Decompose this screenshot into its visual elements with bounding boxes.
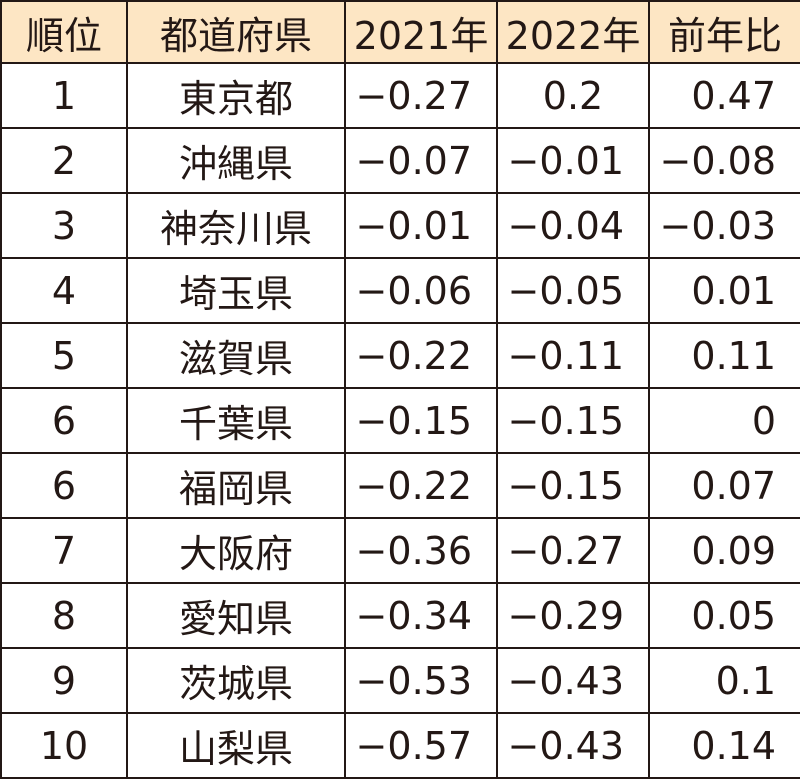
table-row: 3 神奈川県 −0.01 −0.04 −0.03 (0, 192, 800, 259)
cell-rank: 1 (0, 62, 128, 129)
cell-prefecture: 沖縄県 (126, 127, 346, 194)
cell-change: 0.11 (648, 322, 800, 389)
cell-prefecture: 千葉県 (126, 387, 346, 454)
header-2021: 2021年 (344, 0, 498, 64)
cell-2022: 0.2 (496, 62, 650, 129)
table-row: 1 東京都 −0.27 0.2 0.47 (0, 62, 800, 129)
prefecture-name: 山梨県 (178, 727, 293, 771)
cell-2021: −0.57 (344, 712, 498, 779)
cell-2021: −0.22 (344, 322, 498, 389)
cell-change: −0.03 (648, 192, 800, 259)
cell-rank: 2 (0, 127, 128, 194)
cell-prefecture: 東京都 (126, 62, 346, 129)
cell-2021: −0.06 (344, 257, 498, 324)
table-body: 1 東京都 −0.27 0.2 0.47 2 沖縄県 −0.07 −0.01 −0.08 3 神奈川県… (0, 62, 800, 779)
cell-prefecture: 福岡県 (126, 452, 346, 519)
cell-prefecture: 愛知県 (126, 582, 346, 649)
cell-rank: 4 (0, 257, 128, 324)
table-header: 順位 都道府県 2021年 2022年 前年比 (0, 0, 800, 64)
cell-change: −0.08 (648, 127, 800, 194)
cell-2022: −0.15 (496, 452, 650, 519)
table-row: 9 茨城県 −0.53 −0.43 0.1 (0, 647, 800, 714)
prefecture-name: 東京都 (178, 77, 293, 121)
table-row: 6 福岡県 −0.22 −0.15 0.07 (0, 452, 800, 519)
cell-rank: 7 (0, 517, 128, 584)
cell-prefecture: 山梨県 (126, 712, 346, 779)
cell-change: 0.14 (648, 712, 800, 779)
table-row: 2 沖縄県 −0.07 −0.01 −0.08 (0, 127, 800, 194)
cell-rank: 8 (0, 582, 128, 649)
prefecture-name: 大阪府 (178, 532, 293, 576)
prefecture-name: 埼玉県 (178, 272, 293, 316)
cell-2022: −0.05 (496, 257, 650, 324)
table-row: 5 滋賀県 −0.22 −0.11 0.11 (0, 322, 800, 389)
header-change: 前年比 (648, 0, 800, 64)
cell-rank: 3 (0, 192, 128, 259)
cell-change: 0.09 (648, 517, 800, 584)
cell-2021: −0.22 (344, 452, 498, 519)
prefecture-name: 神奈川県 (159, 207, 312, 251)
prefecture-name-highlighted: 沖縄県 (175, 133, 297, 188)
cell-change: 0.1 (648, 647, 800, 714)
header-2022: 2022年 (496, 0, 650, 64)
cell-prefecture: 滋賀県 (126, 322, 346, 389)
cell-rank: 5 (0, 322, 128, 389)
cell-2021: −0.15 (344, 387, 498, 454)
cell-2021: −0.01 (344, 192, 498, 259)
cell-2022: −0.01 (496, 127, 650, 194)
cell-change: 0.05 (648, 582, 800, 649)
cell-2022: −0.43 (496, 647, 650, 714)
cell-prefecture: 神奈川県 (126, 192, 346, 259)
header-rank: 順位 (0, 0, 128, 64)
cell-change: 0.01 (648, 257, 800, 324)
header-prefecture: 都道府県 (126, 0, 346, 64)
prefecture-name: 滋賀県 (178, 337, 293, 381)
prefecture-name: 茨城県 (178, 662, 293, 706)
cell-rank: 9 (0, 647, 128, 714)
cell-2022: −0.29 (496, 582, 650, 649)
cell-2021: −0.34 (344, 582, 498, 649)
table-row: 8 愛知県 −0.34 −0.29 0.05 (0, 582, 800, 649)
header-row: 順位 都道府県 2021年 2022年 前年比 (0, 0, 800, 64)
cell-2022: −0.11 (496, 322, 650, 389)
cell-2022: −0.43 (496, 712, 650, 779)
cell-2022: −0.15 (496, 387, 650, 454)
cell-2021: −0.53 (344, 647, 498, 714)
cell-prefecture: 大阪府 (126, 517, 346, 584)
cell-rank: 6 (0, 387, 128, 454)
table-row: 7 大阪府 −0.36 −0.27 0.09 (0, 517, 800, 584)
cell-2021: −0.07 (344, 127, 498, 194)
table-row: 10 山梨県 −0.57 −0.43 0.14 (0, 712, 800, 779)
cell-rank: 6 (0, 452, 128, 519)
cell-rank: 10 (0, 712, 128, 779)
cell-change: 0.47 (648, 62, 800, 129)
cell-2022: −0.27 (496, 517, 650, 584)
cell-change: 0 (648, 387, 800, 454)
prefecture-name: 千葉県 (178, 402, 293, 446)
cell-change: 0.07 (648, 452, 800, 519)
cell-2021: −0.27 (344, 62, 498, 129)
table-row: 6 千葉県 −0.15 −0.15 0 (0, 387, 800, 454)
table-row: 4 埼玉県 −0.06 −0.05 0.01 (0, 257, 800, 324)
cell-2021: −0.36 (344, 517, 498, 584)
prefecture-name: 愛知県 (178, 597, 293, 641)
cell-2022: −0.04 (496, 192, 650, 259)
cell-prefecture: 埼玉県 (126, 257, 346, 324)
prefecture-name-highlighted: 福岡県 (175, 458, 297, 513)
cell-prefecture: 茨城県 (126, 647, 346, 714)
